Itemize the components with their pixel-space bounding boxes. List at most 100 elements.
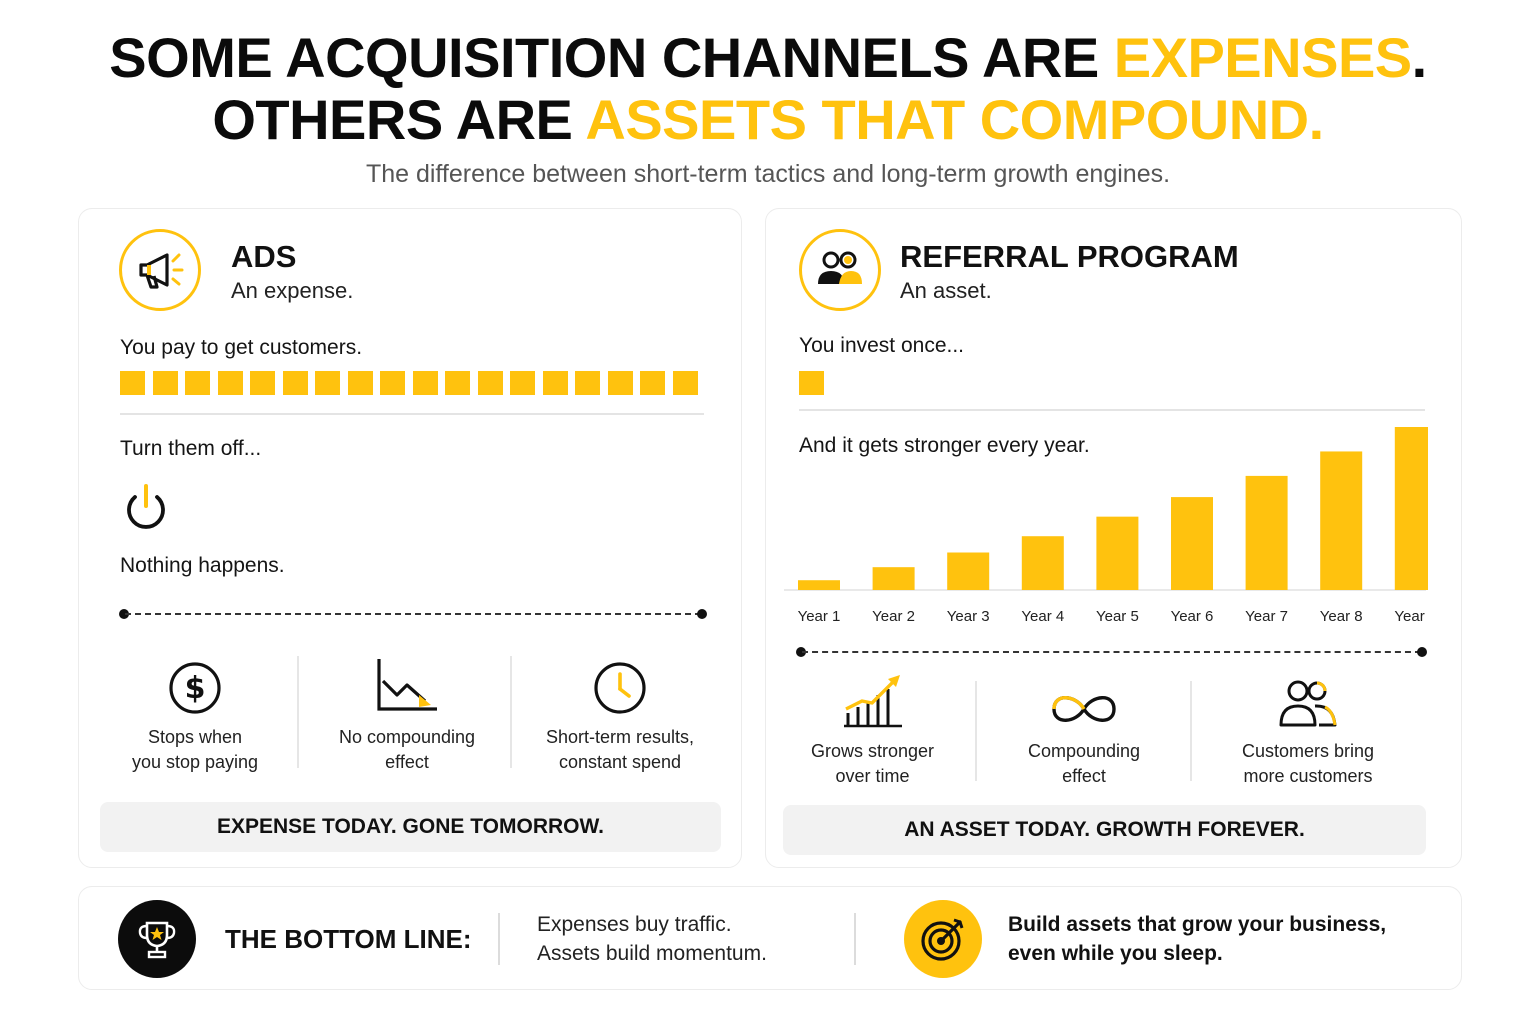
spend-square: [347, 371, 373, 395]
ads-pay-text: You pay to get customers.: [120, 336, 363, 359]
feature-item: Compounding effect: [976, 669, 1192, 789]
ads-title: ADS: [231, 239, 297, 274]
spend-square: [315, 371, 340, 395]
referral-invest-text: You invest once...: [799, 334, 965, 357]
bottom-line-text: Expenses buy traffic. Assets build momen…: [537, 911, 767, 969]
headline-highlight-expenses: EXPENSES: [1113, 26, 1412, 89]
feature-label-2: constant spend: [558, 752, 682, 773]
chart-bar: [1245, 475, 1288, 590]
dotted-divider: [796, 646, 1427, 658]
chart-tick-label: Year 8: [1320, 608, 1363, 625]
headline-text: OTHERS ARE: [212, 88, 586, 151]
feature-label-1: Customers bring: [1241, 741, 1375, 761]
spend-square: [477, 371, 503, 395]
people-icon: [799, 229, 881, 311]
feature-separator: [1190, 681, 1192, 781]
feature-label-2: effect: [385, 752, 429, 773]
spend-square: [120, 371, 145, 395]
chart-bar: [1171, 497, 1213, 590]
chart-bar: [1320, 451, 1363, 590]
target-icon: [904, 900, 982, 978]
feature-separator: [297, 656, 299, 768]
growth-bar-chart: Year 1 Year 2 Year 3 Year 4 Year 5 Year 6 Year…: [784, 427, 1428, 625]
headline-period: .: [1411, 26, 1428, 89]
spend-square: [575, 371, 600, 395]
feature-label-2: more customers: [1243, 766, 1373, 787]
bottom-line-title: THE BOTTOM LINE:: [225, 924, 472, 954]
feature-label-1: No compounding: [338, 727, 476, 747]
ads-banner: EXPENSE TODAY. GONE TOMORROW.: [100, 802, 721, 852]
spend-square: [445, 371, 470, 395]
bottom-line-text-1: Expenses buy traffic.: [537, 913, 732, 936]
feature-item: Grows stronger over time: [769, 669, 976, 789]
ads-nothing-text: Nothing happens.: [120, 554, 285, 577]
spend-square: [510, 371, 535, 395]
spend-square: [412, 371, 438, 395]
chart-bar: [872, 567, 915, 590]
spend-square: [282, 371, 308, 395]
spend-square: [380, 371, 405, 395]
referral-panel: REFERRAL PROGRAM An asset. You invest on…: [765, 208, 1462, 868]
bottom-line-cta-2: even while you sleep.: [1008, 941, 1223, 965]
spend-square: [640, 371, 665, 395]
bottom-line-cta-1: Build assets that grow your business,: [1008, 913, 1387, 936]
bottom-separator: [854, 913, 856, 965]
feature-item: No compounding effect: [301, 653, 513, 775]
referral-banner: AN ASSET TODAY. GROWTH FOREVER.: [783, 805, 1426, 855]
bottom-separator: [498, 913, 500, 965]
chart-bar: [1394, 427, 1428, 590]
chart-tick-label: Year 3: [947, 608, 990, 625]
spend-square: [217, 371, 243, 395]
bottom-line-cta: Build assets that grow your business, ev…: [1008, 911, 1386, 969]
headline-line-1: SOME ACQUISITION CHANNELS ARE EXPENSES.: [0, 30, 1536, 86]
feature-label-2: over time: [835, 766, 910, 787]
chart-bar: [947, 552, 990, 590]
spend-square: [799, 371, 824, 395]
feature-item: $ Stops when you stop paying: [89, 653, 301, 775]
clock-icon: [513, 653, 727, 715]
feature-item: Customers bring more customers: [1192, 669, 1424, 789]
referral-stronger-text: And it gets stronger every year.: [799, 434, 1090, 457]
declining-chart-icon: [301, 653, 513, 715]
feature-label-2: you stop paying: [131, 752, 259, 773]
dotted-divider: [119, 608, 707, 620]
ads-subtitle: An expense.: [231, 278, 354, 303]
headline-highlight-assets: ASSETS THAT COMPOUND.: [585, 88, 1324, 151]
chart-bar: [1096, 516, 1139, 590]
ads-panel: ADS An expense. You pay to get customers…: [78, 208, 742, 868]
divider: [799, 409, 1425, 411]
chart-tick-label: Year 6: [1171, 608, 1214, 625]
feature-separator: [975, 681, 977, 781]
divider: [120, 413, 704, 415]
spend-square: [607, 371, 633, 395]
feature-label-1: Stops when: [147, 727, 243, 747]
subtitle: The difference between short-term tactic…: [365, 160, 1171, 188]
ads-features: $ Stops when you stop paying No compound…: [89, 653, 727, 775]
growth-chart-icon: [769, 669, 976, 729]
referral-subtitle: An asset.: [900, 278, 992, 303]
feature-separator: [510, 656, 512, 768]
chart-tick-label: Year 7: [1245, 608, 1288, 625]
chart-tick-label: Year 4: [1021, 608, 1064, 625]
megaphone-icon: [119, 229, 201, 311]
spend-square: [672, 371, 698, 395]
headline-text: SOME ACQUISITION CHANNELS ARE: [109, 26, 1114, 89]
spend-square: [185, 371, 210, 395]
infinity-icon: [976, 669, 1192, 729]
chart-tick-label: Year 8: [1394, 608, 1428, 625]
ads-turn-off-text: Turn them off...: [120, 437, 262, 460]
users-icon: [1192, 669, 1424, 729]
referral-invest-squares: [799, 371, 824, 395]
chart-bar: [1021, 536, 1064, 590]
power-icon: [119, 481, 173, 540]
dollar-icon: $: [89, 653, 301, 715]
feature-label-1: Grows stronger: [810, 741, 935, 761]
headline-line-2: OTHERS ARE ASSETS THAT COMPOUND.: [0, 92, 1536, 148]
spend-square: [152, 371, 178, 395]
chart-tick-label: Year 2: [872, 608, 915, 625]
feature-label-2: effect: [1062, 766, 1106, 787]
referral-title: REFERRAL PROGRAM: [900, 239, 1239, 274]
ads-spend-squares: [120, 371, 698, 395]
svg-text:$: $: [185, 671, 206, 706]
spend-square: [250, 371, 275, 395]
